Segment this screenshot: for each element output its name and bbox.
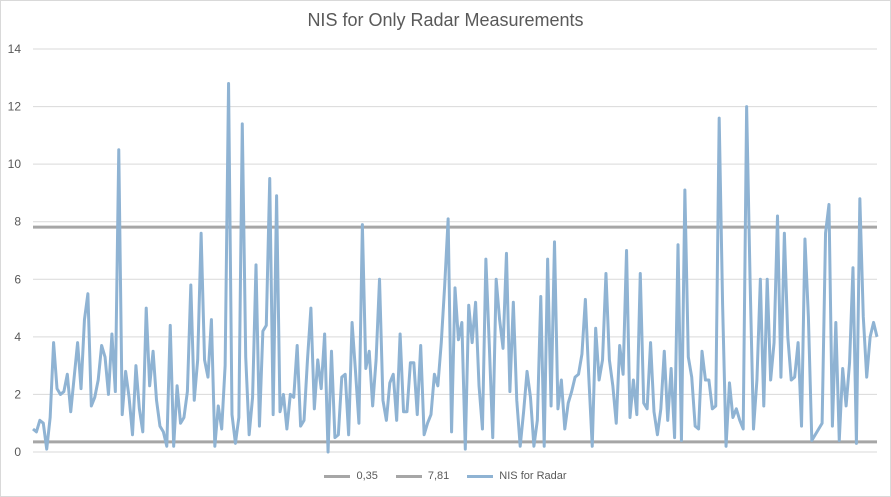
legend-swatch-lower-bound bbox=[324, 474, 351, 478]
legend-item-nis-radar: NIS for Radar bbox=[467, 470, 567, 482]
y-tick-label: 12 bbox=[8, 100, 22, 114]
chart-title: NIS for Only Radar Measurements bbox=[307, 10, 584, 30]
y-tick-label: 0 bbox=[14, 445, 21, 459]
legend-swatch-upper-bound bbox=[395, 474, 422, 478]
legend-label-upper-bound: 7,81 bbox=[427, 470, 450, 482]
legend-label-lower-bound: 0,35 bbox=[356, 470, 378, 482]
y-tick-label: 10 bbox=[8, 157, 22, 171]
y-tick-label: 6 bbox=[14, 272, 21, 286]
chart-legend: 0,35 7,81 NIS for Radar bbox=[0, 470, 891, 482]
series-line-nis-radar bbox=[32, 82, 879, 454]
y-tick-label: 14 bbox=[8, 42, 22, 56]
legend-item-upper-bound: 7,81 bbox=[395, 470, 450, 482]
y-tick-label: 2 bbox=[14, 387, 21, 401]
y-tick-label: 8 bbox=[14, 215, 21, 229]
y-tick-label: 4 bbox=[14, 330, 21, 344]
legend-swatch-nis-radar bbox=[467, 474, 494, 478]
legend-label-nis-radar: NIS for Radar bbox=[499, 470, 567, 482]
legend-item-lower-bound: 0,35 bbox=[324, 470, 378, 482]
